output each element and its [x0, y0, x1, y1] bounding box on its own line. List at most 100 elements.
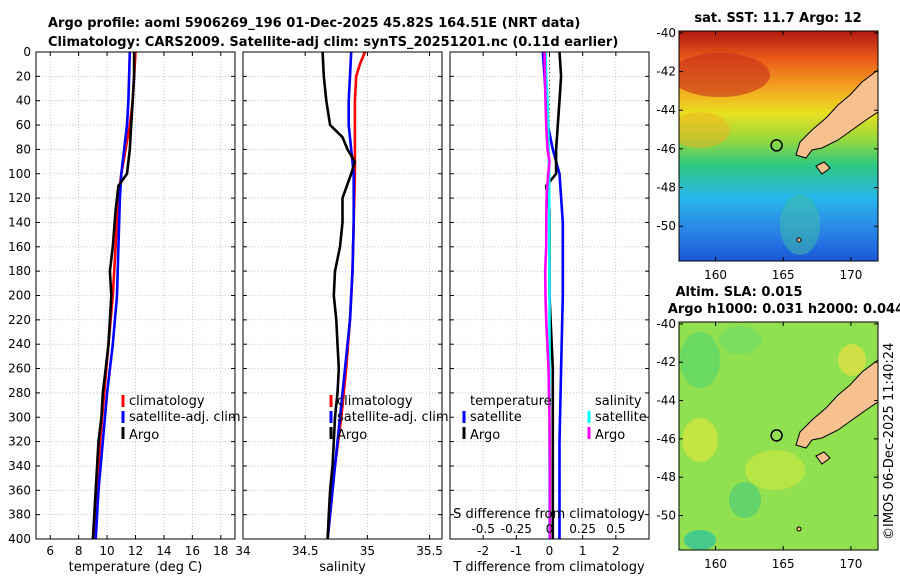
- figure-title-line2: Climatology: CARS2009. Satellite-adj cli…: [48, 35, 618, 50]
- temperature-lines: [91, 51, 137, 540]
- s-difference-tick-labels: -0.5 -0.25 0 0.25 0.5: [471, 522, 625, 536]
- sst-cool-tongue: [780, 195, 820, 255]
- x-tick-label: 34: [235, 544, 250, 558]
- y-tick-label: 120: [8, 191, 31, 205]
- salinity-panel: 34 34.5 35 35.5 salinity climatology satell…: [235, 51, 449, 575]
- x-tick-label: 6: [46, 544, 54, 558]
- sst-map-image: [679, 31, 878, 261]
- sst-map-title: sat. SST: 11.7 Argo: 12: [694, 11, 861, 26]
- difference-lines: [541, 51, 565, 539]
- sst-map-ticks: 160 165 170 -40 -42 -44 -46 -48 -50: [656, 26, 878, 282]
- y-tick-label: 160: [8, 240, 31, 254]
- sst-map-panel: sat. SST: 11.7 Argo: 12 160 165 170 -40 -42 -…: [656, 11, 879, 282]
- y-tick-label: 100: [8, 167, 31, 181]
- x-tick-label: 16: [185, 544, 200, 558]
- stewart-island: [815, 161, 831, 175]
- salinity-legend: climatology satellite-adj. clim Argo: [329, 394, 449, 443]
- x-tick-label: 35.5: [416, 544, 443, 558]
- x-tick-label: -1: [510, 544, 522, 558]
- sla-low-patch: [684, 530, 716, 550]
- difference-panel: -2 -1 0 1 2 -0.5 -0.25 0 0.25 0.5 S difference f…: [449, 51, 650, 575]
- map-y-tick-label: -44: [656, 103, 676, 117]
- new-zealand-south-island: [795, 359, 878, 449]
- sla-low-patch: [729, 482, 761, 518]
- x-tick-label: 8: [75, 544, 83, 558]
- x-tick-label: 34.5: [292, 544, 319, 558]
- salinity-lines: [321, 51, 367, 540]
- y-tick-label: 140: [8, 215, 31, 229]
- legend-label-s-argo: Argo: [595, 428, 625, 443]
- sla-low-patch: [718, 326, 762, 354]
- map-x-tick-label: 165: [772, 268, 795, 282]
- temperature-panel: 0 20 40 60 80 100 120 140 160 180 200 220 240 260 280 3…: [8, 45, 241, 575]
- legend-label-argo: Argo: [129, 428, 159, 443]
- map-y-tick-label: -42: [656, 355, 676, 369]
- map-y-tick-label: -42: [656, 65, 676, 79]
- sst-warm-patch: [679, 112, 730, 148]
- sla-high-patch: [745, 450, 805, 490]
- y-tick-label: 380: [8, 508, 31, 522]
- stewart-island: [815, 451, 831, 465]
- x-tick-label: 14: [156, 544, 171, 558]
- x-tick-label: 0: [546, 544, 554, 558]
- legend-label-s-satellite: satellite: [595, 410, 647, 425]
- sla-map-frame: [678, 321, 879, 551]
- legend-label-climatology: climatology: [337, 394, 413, 409]
- salinity-axes-box: [242, 51, 443, 540]
- y-tick-label: 260: [8, 362, 31, 376]
- legend-label-climatology: climatology: [129, 394, 205, 409]
- s-tick-label: 0: [546, 522, 554, 536]
- difference-legend: temperature satellite Argo salinity sate…: [462, 394, 647, 443]
- map-y-tick-label: -48: [656, 181, 676, 195]
- y-tick-label: 280: [8, 386, 31, 400]
- y-tick-label: 320: [8, 435, 31, 449]
- legend-label-satellite: satellite-adj. clim: [337, 410, 449, 425]
- sla-map-title-line1: Altim. SLA: 0.015: [676, 285, 803, 300]
- sla-low-patch: [680, 332, 720, 388]
- legend-title-temperature: temperature: [470, 394, 552, 409]
- series-line-argo: [91, 52, 136, 540]
- map-y-tick-label: -46: [656, 432, 676, 446]
- y-tick-label: 220: [8, 313, 31, 327]
- temperature-xlabel: temperature (deg C): [69, 560, 203, 575]
- sla-map-panel: Altim. SLA: 0.015 Argo h1000: 0.031 h200…: [656, 285, 900, 571]
- salinity-tick-labels: 34 34.5 35 35.5: [235, 544, 443, 558]
- series-line-argo: [321, 51, 357, 540]
- temperature-legend: climatology satellite-adj. clim Argo: [121, 394, 241, 443]
- sla-map-title-line2: Argo h1000: 0.031 h2000: 0.044: [668, 302, 900, 317]
- x-tick-label: -2: [477, 544, 489, 558]
- y-tick-label: 340: [8, 459, 31, 473]
- argo-position-marker: [770, 429, 783, 442]
- map-x-tick-label: 160: [704, 268, 727, 282]
- map-y-tick-label: -50: [656, 509, 676, 523]
- temperature-axes-box: [35, 51, 236, 540]
- series-line-satellite-adj-clim: [94, 51, 132, 540]
- map-y-tick-label: -48: [656, 470, 676, 484]
- legend-label-satellite: satellite-adj. clim: [129, 410, 241, 425]
- t-difference-tick-labels: -2 -1 0 1 2: [477, 544, 619, 558]
- s-tick-label: -0.25: [501, 522, 532, 536]
- x-tick-label: 10: [99, 544, 114, 558]
- map-x-tick-label: 170: [839, 268, 862, 282]
- legend-label-t-argo: Argo: [470, 428, 500, 443]
- imos-watermark: ©IMOS 06-Dec-2025 11:40:24: [882, 343, 897, 540]
- snares-islands: [796, 237, 802, 243]
- s-difference-xlabel: S difference from climatology: [453, 507, 645, 522]
- x-tick-label: 1: [579, 544, 587, 558]
- y-tick-label: 0: [23, 45, 31, 59]
- map-y-tick-label: -44: [656, 394, 676, 408]
- x-tick-label: 2: [612, 544, 620, 558]
- difference-axes-box: [449, 51, 650, 540]
- s-tick-label: -0.5: [471, 522, 494, 536]
- y-tick-label: 60: [16, 118, 31, 132]
- y-tick-label: 180: [8, 264, 31, 278]
- legend-title-salinity: salinity: [595, 394, 642, 409]
- map-x-tick-label: 165: [772, 557, 795, 571]
- y-tick-label: 40: [16, 94, 31, 108]
- legend-label-argo: Argo: [337, 428, 367, 443]
- series-line-s-argo: [543, 51, 552, 539]
- legend-label-t-satellite: satellite: [470, 410, 522, 425]
- depth-tick-labels: 0 20 40 60 80 100 120 140 160 180 200 220 240 260 280 3…: [8, 45, 31, 546]
- sla-high-patch: [682, 418, 718, 462]
- salinity-xlabel: salinity: [319, 560, 366, 575]
